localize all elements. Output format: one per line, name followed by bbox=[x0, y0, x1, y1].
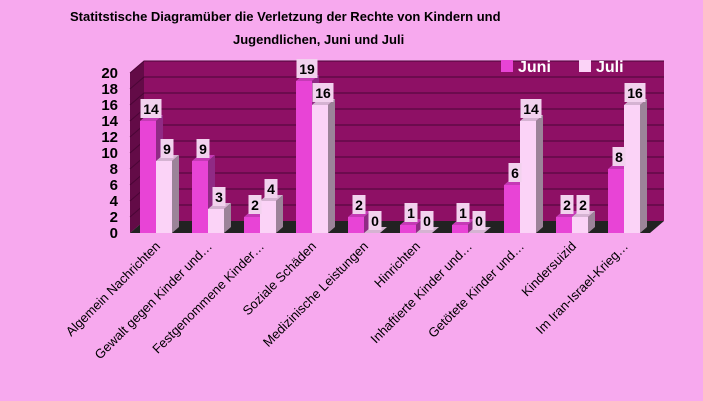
bar bbox=[348, 217, 364, 233]
x-category-label: Hinrichten bbox=[371, 239, 423, 291]
data-label: 8 bbox=[615, 149, 623, 165]
bar bbox=[260, 201, 276, 233]
data-label-box bbox=[420, 211, 434, 230]
data-label: 1 bbox=[407, 205, 415, 221]
data-label: 2 bbox=[251, 197, 259, 213]
data-label-box bbox=[472, 211, 486, 230]
data-label: 16 bbox=[627, 85, 643, 101]
bar bbox=[608, 169, 624, 233]
y-tick-label: 8 bbox=[110, 161, 118, 178]
data-label: 4 bbox=[267, 181, 275, 197]
legend-swatch bbox=[579, 60, 591, 72]
data-label-box bbox=[312, 83, 334, 102]
bar bbox=[520, 121, 536, 233]
data-label: 0 bbox=[475, 213, 483, 229]
gridline bbox=[129, 92, 664, 106]
data-label: 2 bbox=[355, 197, 363, 213]
chart-title-line2: Jugendlichen, Juni und Juli bbox=[233, 32, 404, 47]
x-category-label: Getötete Kinder und… bbox=[425, 239, 527, 341]
legend-label: Juli bbox=[596, 59, 624, 76]
y-tick-label: 18 bbox=[101, 81, 118, 98]
data-label: 14 bbox=[523, 101, 539, 117]
bar bbox=[452, 225, 468, 233]
y-tick-label: 12 bbox=[101, 129, 118, 146]
data-label-box bbox=[404, 203, 418, 222]
data-label: 2 bbox=[579, 197, 587, 213]
data-label-box bbox=[560, 195, 574, 214]
data-label-box bbox=[520, 99, 542, 118]
data-label-box bbox=[576, 195, 590, 214]
data-label: 14 bbox=[143, 101, 159, 117]
data-label: 1 bbox=[459, 205, 467, 221]
bar-side bbox=[640, 99, 647, 233]
bar-side bbox=[588, 211, 595, 233]
bar bbox=[624, 105, 640, 233]
bar bbox=[556, 217, 572, 233]
data-label-box bbox=[248, 195, 262, 214]
data-label-box bbox=[624, 83, 646, 102]
bar bbox=[156, 161, 172, 233]
data-label: 19 bbox=[299, 61, 315, 77]
bar-side bbox=[224, 203, 231, 233]
y-tick-label: 16 bbox=[101, 97, 118, 114]
y-tick-label: 6 bbox=[110, 177, 118, 194]
data-label-box bbox=[296, 59, 318, 78]
data-label-box bbox=[196, 139, 210, 158]
x-category-label: Inhaftierte Kinder und… bbox=[367, 239, 475, 347]
bar-side bbox=[536, 115, 543, 233]
y-tick-label: 2 bbox=[110, 209, 118, 226]
bar bbox=[504, 185, 520, 233]
gridline bbox=[129, 60, 664, 74]
bar bbox=[244, 217, 260, 233]
x-category-label: Algemein Nachrichten bbox=[63, 239, 164, 340]
data-label: 16 bbox=[315, 85, 331, 101]
y-tick-label: 14 bbox=[101, 113, 118, 130]
data-label-box bbox=[352, 195, 366, 214]
data-label: 3 bbox=[215, 189, 223, 205]
bar bbox=[400, 225, 416, 233]
bar bbox=[208, 209, 224, 233]
bar bbox=[572, 217, 588, 233]
data-label: 6 bbox=[511, 165, 519, 181]
bar-side bbox=[276, 195, 283, 233]
bar bbox=[192, 161, 208, 233]
bar-side bbox=[172, 155, 179, 233]
data-label: 0 bbox=[423, 213, 431, 229]
x-category-label: Im Iran-Israel-Krieg… bbox=[533, 239, 631, 337]
data-label-box bbox=[264, 179, 278, 198]
data-label: 0 bbox=[371, 213, 379, 229]
data-label-box bbox=[368, 211, 382, 230]
data-label: 9 bbox=[199, 141, 207, 157]
data-label-box bbox=[456, 203, 470, 222]
gridline bbox=[129, 76, 664, 90]
data-label-box bbox=[508, 163, 522, 182]
legend-label: Juni bbox=[518, 59, 551, 76]
legend-swatch bbox=[501, 60, 513, 72]
bar bbox=[296, 81, 312, 233]
bar bbox=[140, 121, 156, 233]
y-tick-label: 0 bbox=[110, 225, 118, 242]
y-tick-label: 4 bbox=[110, 193, 119, 210]
data-label: 2 bbox=[563, 197, 571, 213]
bar-side bbox=[328, 99, 335, 233]
data-label-box bbox=[160, 139, 174, 158]
data-label: 9 bbox=[163, 141, 171, 157]
data-label-box bbox=[140, 99, 162, 118]
chart-title-line1: Statitstische Diagramüber die Verletzung… bbox=[70, 9, 501, 24]
x-category-label: Medizinische Leistungen bbox=[260, 239, 371, 350]
y-tick-label: 20 bbox=[101, 65, 118, 82]
data-label-box bbox=[212, 187, 226, 206]
y-tick-label: 10 bbox=[101, 145, 118, 162]
bar bbox=[312, 105, 328, 233]
data-label-box bbox=[612, 147, 626, 166]
